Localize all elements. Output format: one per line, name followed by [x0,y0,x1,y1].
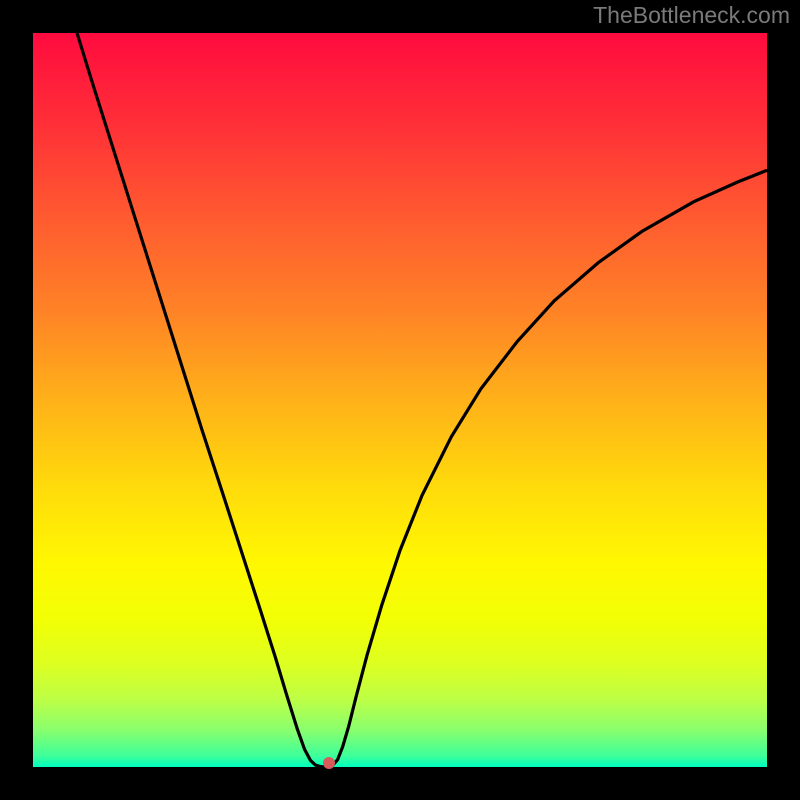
bottleneck-curve [33,33,767,767]
chart-frame: TheBottleneck.com [0,0,800,800]
watermark-text: TheBottleneck.com [593,2,790,29]
plot-area [33,33,767,767]
curve-path [77,33,767,767]
optimum-marker [323,757,335,769]
